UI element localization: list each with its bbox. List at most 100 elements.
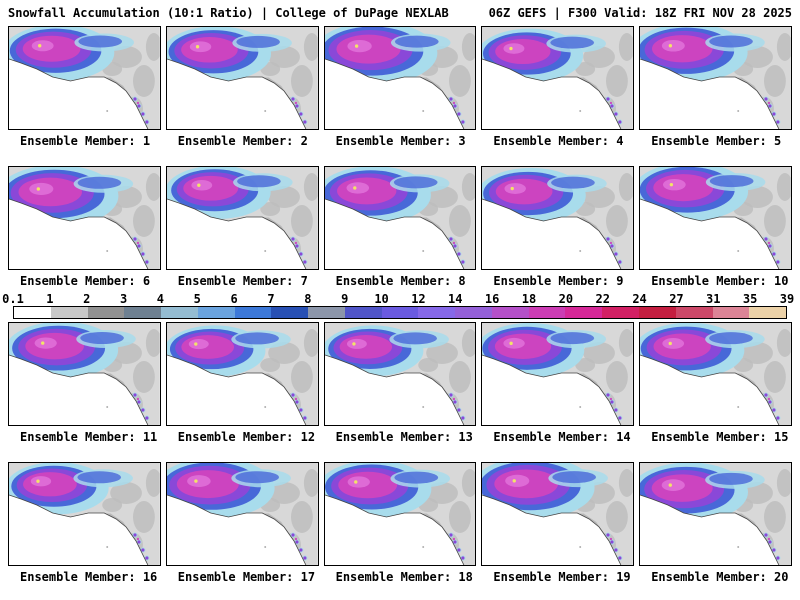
ensemble-row-4: Ensemble Member: 16 Ensemble Member: 17 En… <box>0 462 800 586</box>
snowfall-map <box>323 462 477 566</box>
model-run-valid-time: 06Z GEFS | F300 Valid: 18Z FRI NOV 28 20… <box>488 6 792 20</box>
colorbar-tick: 6 <box>230 292 238 306</box>
snowfall-map <box>165 322 319 426</box>
ensemble-panel: Ensemble Member: 20 <box>639 462 792 586</box>
colorbar-tick: 24 <box>632 292 647 306</box>
colorbar-segment <box>381 307 419 318</box>
ensemble-panel: Ensemble Member: 13 <box>323 322 477 446</box>
ensemble-panel: Ensemble Member: 1 <box>8 26 161 150</box>
colorbar-segment <box>712 307 750 318</box>
colorbar-segment <box>675 307 713 318</box>
colorbar-tick: 27 <box>669 292 684 306</box>
ensemble-panel: Ensemble Member: 4 <box>481 26 635 150</box>
ensemble-row-3: Ensemble Member: 11 Ensemble Member: 12 En… <box>0 322 800 446</box>
colorbar: 0.1 1 2 3 4 5 6 7 8 9 10 12 14 16 18 20 22 24 27 31 35 39 <box>0 293 800 319</box>
ensemble-label: Ensemble Member: 16 <box>20 570 158 584</box>
snowfall-map <box>165 462 319 566</box>
ensemble-label: Ensemble Member: 6 <box>20 274 151 288</box>
colorbar-tick: 0.1 <box>2 292 24 306</box>
colorbar-tick: 35 <box>742 292 758 306</box>
ensemble-label: Ensemble Member: 2 <box>177 134 308 148</box>
snowfall-map <box>639 322 792 426</box>
colorbar-segment <box>124 307 162 318</box>
snowfall-map <box>8 462 161 566</box>
ensemble-panel: Ensemble Member: 12 <box>165 322 319 446</box>
snowfall-map <box>165 166 319 270</box>
snowfall-map <box>481 322 635 426</box>
colorbar-tick: 16 <box>484 292 500 306</box>
ensemble-panel: Ensemble Member: 16 <box>8 462 161 586</box>
snowfall-map <box>323 322 477 426</box>
snowfall-map <box>165 26 319 130</box>
snowfall-map <box>481 166 635 270</box>
colorbar-tick: 12 <box>411 292 426 306</box>
ensemble-panel: Ensemble Member: 3 <box>323 26 477 150</box>
colorbar-segment <box>87 307 125 318</box>
colorbar-tick: 22 <box>595 292 610 306</box>
colorbar-scale <box>13 306 787 319</box>
colorbar-tick: 5 <box>193 292 201 306</box>
colorbar-segment <box>639 307 676 318</box>
ensemble-label: Ensemble Member: 11 <box>20 430 158 444</box>
ensemble-panel: Ensemble Member: 2 <box>165 26 319 150</box>
ensemble-label: Ensemble Member: 18 <box>335 570 473 584</box>
colorbar-tick: 2 <box>83 292 91 306</box>
ensemble-panel: Ensemble Member: 15 <box>639 322 792 446</box>
snowfall-map <box>8 322 161 426</box>
snowfall-map <box>323 26 477 130</box>
ensemble-label: Ensemble Member: 14 <box>493 430 631 444</box>
snowfall-map <box>481 462 635 566</box>
colorbar-tick: 4 <box>156 292 165 306</box>
colorbar-tick: 20 <box>558 292 574 306</box>
colorbar-segment <box>491 307 529 318</box>
colorbar-tick: 3 <box>119 292 128 306</box>
snowfall-map <box>8 26 161 130</box>
ensemble-label: Ensemble Member: 4 <box>493 134 624 148</box>
ensemble-panel: Ensemble Member: 18 <box>323 462 477 586</box>
ensemble-label: Ensemble Member: 8 <box>335 274 466 288</box>
colorbar-segment <box>455 307 492 318</box>
ensemble-panel: Ensemble Member: 19 <box>481 462 635 586</box>
snowfall-map <box>639 166 792 270</box>
colorbar-segment <box>234 307 272 318</box>
ensemble-label: Ensemble Member: 15 <box>651 430 789 444</box>
ensemble-row-1: Ensemble Member: 1 Ensemble Member: 2 Ense… <box>0 26 800 150</box>
ensemble-label: Ensemble Member: 10 <box>651 274 789 288</box>
colorbar-tick: 7 <box>267 292 275 306</box>
colorbar-segment <box>50 307 88 318</box>
ensemble-panel: Ensemble Member: 8 <box>323 166 477 290</box>
colorbar-segment <box>161 307 198 318</box>
colorbar-segment <box>749 307 787 318</box>
colorbar-tick-labels: 0.1 1 2 3 4 5 6 7 8 9 10 12 14 16 18 20 22 24 27 31 35 39 <box>2 292 794 306</box>
ensemble-panel: Ensemble Member: 14 <box>481 322 635 446</box>
colorbar-segment <box>344 307 382 318</box>
colorbar-segment <box>602 307 640 318</box>
ensemble-panel: Ensemble Member: 6 <box>8 166 161 290</box>
ensemble-panel: Ensemble Member: 9 <box>481 166 635 290</box>
ensemble-label: Ensemble Member: 9 <box>493 274 624 288</box>
ensemble-panel: Ensemble Member: 10 <box>639 166 792 290</box>
colorbar-tick: 31 <box>706 292 721 306</box>
colorbar-tick: 1 <box>46 292 54 306</box>
colorbar-segment <box>308 307 345 318</box>
snowfall-map <box>481 26 635 130</box>
colorbar-tick: 10 <box>374 292 389 306</box>
ensemble-label: Ensemble Member: 20 <box>651 570 789 584</box>
colorbar-segment <box>14 307 51 318</box>
ensemble-label: Ensemble Member: 5 <box>651 134 782 148</box>
colorbar-segment <box>271 307 309 318</box>
ensemble-panel: Ensemble Member: 11 <box>8 322 161 446</box>
snowfall-map <box>639 26 792 130</box>
snowfall-map <box>323 166 477 270</box>
header: Snowfall Accumulation (10:1 Ratio) | Col… <box>0 0 800 24</box>
snowfall-map <box>639 462 792 566</box>
ensemble-label: Ensemble Member: 3 <box>335 134 466 148</box>
colorbar-segment <box>528 307 566 318</box>
colorbar-tick: 9 <box>341 292 349 306</box>
colorbar-tick: 14 <box>448 292 463 306</box>
snowfall-map <box>8 166 161 270</box>
ensemble-label: Ensemble Member: 17 <box>177 570 316 584</box>
product-title: Snowfall Accumulation (10:1 Ratio) | Col… <box>8 6 449 20</box>
ensemble-label: Ensemble Member: 7 <box>177 274 308 288</box>
